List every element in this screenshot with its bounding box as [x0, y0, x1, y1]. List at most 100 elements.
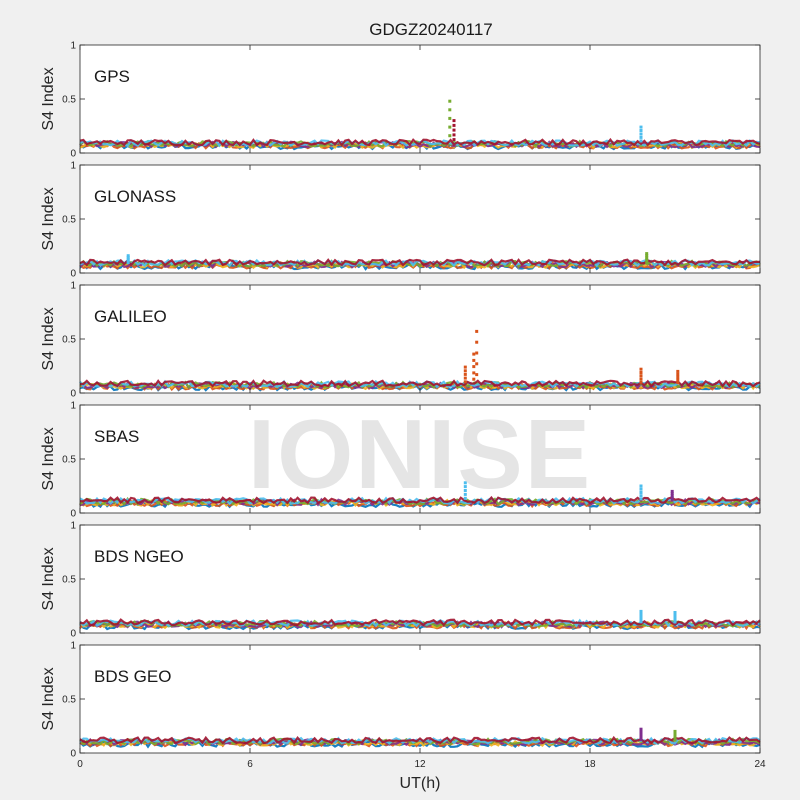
spike-point	[448, 116, 452, 120]
spike-point	[452, 133, 456, 137]
spike-point	[673, 729, 677, 733]
spike-point	[463, 369, 467, 373]
spike-point	[639, 494, 643, 498]
spike-point	[639, 620, 643, 624]
spike-point	[472, 377, 476, 381]
panel-label: BDS GEO	[94, 667, 171, 686]
y-axis-label: S4 Index	[40, 667, 57, 730]
panel-label: GPS	[94, 67, 130, 86]
spike-point	[676, 369, 680, 373]
spike-point	[639, 371, 643, 374]
spike-point	[639, 612, 643, 616]
y-tick-label: 0.5	[62, 95, 76, 106]
spike-point	[463, 496, 467, 500]
spike-point	[452, 128, 456, 132]
noise-trace	[79, 618, 761, 627]
noise-traces	[79, 735, 761, 749]
spike-point	[670, 489, 674, 493]
spike-point	[452, 138, 456, 142]
panel-sbas: 0 0.5 1 SBAS S4 Index	[40, 401, 761, 520]
noise-traces	[79, 258, 761, 271]
spike-point	[673, 736, 677, 740]
spike-point	[673, 615, 677, 619]
panel-bds-geo: 0 0.5 1 BDS GEO S4 Index 0 6 12 18 24	[40, 641, 766, 771]
spike-point	[475, 351, 479, 355]
spike-point	[639, 615, 643, 619]
spike-point	[475, 373, 479, 377]
spike-point	[673, 618, 677, 622]
spike-point	[645, 254, 649, 258]
noise-trace	[79, 735, 761, 745]
noise-traces	[79, 495, 761, 509]
spike-point	[463, 481, 467, 485]
spike-point	[448, 108, 452, 112]
spike-point	[639, 732, 643, 736]
panels-group: 0 0.5 1 GPS S4 Index 0 0.5 1 GLONASS S4 Index 0 0.5…	[40, 41, 766, 771]
x-tick-label: 18	[584, 759, 596, 770]
spike-point	[448, 125, 452, 129]
spike-point	[639, 374, 643, 378]
spike-point	[645, 258, 649, 262]
x-tick-label: 0	[77, 759, 83, 770]
spike-point	[639, 609, 643, 613]
spike-point	[126, 257, 130, 261]
spike-point	[463, 376, 467, 380]
x-tick-label: 12	[414, 759, 426, 770]
spike-point	[463, 380, 467, 384]
y-tick-label: 0.5	[62, 695, 76, 706]
plot-area	[80, 45, 760, 153]
spike-point	[639, 617, 643, 621]
spike-point	[673, 613, 677, 617]
y-tick-label: 0.5	[62, 215, 76, 226]
spike-point	[645, 260, 649, 264]
spike-point	[126, 254, 130, 258]
spike-point	[639, 132, 643, 136]
spike-point	[639, 380, 643, 384]
x-axis-label: UT(h)	[400, 775, 441, 792]
spike-point	[639, 491, 643, 494]
panel-label: GALILEO	[94, 307, 167, 326]
spike-point	[676, 375, 680, 379]
watermark: IONISE	[248, 399, 592, 509]
panel-galileo: 0 0.5 1 GALILEO S4 Index	[40, 281, 761, 400]
y-axis-label: S4 Index	[40, 187, 57, 250]
spike-point	[126, 255, 130, 259]
noise-traces	[79, 137, 761, 151]
spike-point	[452, 123, 456, 127]
spike-point	[639, 129, 643, 132]
spike-point	[463, 489, 467, 492]
y-tick-label: 1	[70, 641, 76, 652]
spike-point	[639, 497, 643, 501]
x-tick-label: 6	[247, 759, 253, 770]
y-axis-label: S4 Index	[40, 67, 57, 130]
spike-point	[475, 340, 479, 344]
spike-point	[463, 485, 467, 489]
figure-title: GDGZ20240117	[369, 20, 492, 39]
spike-point	[472, 365, 476, 369]
noise-trace	[79, 137, 761, 147]
spike-point	[639, 484, 643, 488]
spike-point	[472, 352, 476, 356]
spike-point	[670, 496, 674, 500]
spike-point	[452, 119, 456, 123]
spike-point	[670, 498, 674, 502]
y-axis-label: S4 Index	[40, 427, 57, 490]
y-tick-label: 1	[70, 161, 76, 172]
y-tick-label: 0	[70, 749, 76, 760]
plot-area	[80, 645, 760, 753]
noise-trace	[80, 379, 761, 388]
spike-point	[673, 620, 677, 624]
spike-point	[670, 494, 674, 498]
spike-point	[472, 358, 476, 362]
y-axis-label: S4 Index	[40, 547, 57, 610]
panel-glonass: 0 0.5 1 GLONASS S4 Index	[40, 161, 761, 280]
panel-gps: 0 0.5 1 GPS S4 Index	[40, 41, 761, 160]
noise-trace	[79, 495, 761, 505]
noise-traces	[79, 618, 761, 631]
spike-point	[645, 256, 649, 260]
y-tick-label: 1	[70, 401, 76, 412]
noise-traces	[79, 379, 761, 392]
spike-point	[676, 381, 680, 385]
spike-point	[639, 727, 643, 731]
